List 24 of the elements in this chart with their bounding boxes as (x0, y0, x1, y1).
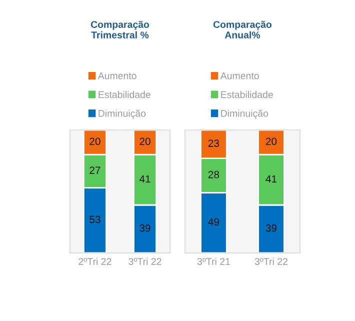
legend-label: Aumento (98, 72, 136, 80)
data-label: 39 (140, 224, 150, 232)
legend-label: Estabilidade (221, 90, 273, 98)
x-tick-label: 3ºTri 22 (128, 258, 162, 265)
x-tick-label: 3ºTri 21 (197, 258, 230, 265)
data-label: 41 (139, 175, 150, 182)
x-tick-label: 3ºTri 22 (254, 258, 288, 265)
data-label: 20 (90, 138, 100, 146)
legend-label: Aumento (220, 72, 259, 80)
data-label: 53 (90, 216, 100, 224)
legend-label: Diminuição (98, 110, 146, 119)
chart-title: Comparação Trimestral % (90, 20, 150, 38)
chart-title: Comparação Anual% (213, 20, 272, 38)
data-label: 27 (90, 166, 100, 174)
data-label: 20 (140, 138, 150, 146)
legend-label: Diminuição (221, 110, 268, 119)
data-label: 41 (266, 175, 277, 182)
legend-label: Estabilidade (98, 90, 150, 98)
data-label: 49 (208, 218, 220, 226)
data-label: 20 (266, 138, 277, 146)
x-tick-label: 2ºTri 22 (78, 258, 112, 265)
data-label: 39 (266, 224, 277, 232)
data-label: 28 (208, 170, 220, 178)
data-label: 23 (208, 140, 220, 147)
